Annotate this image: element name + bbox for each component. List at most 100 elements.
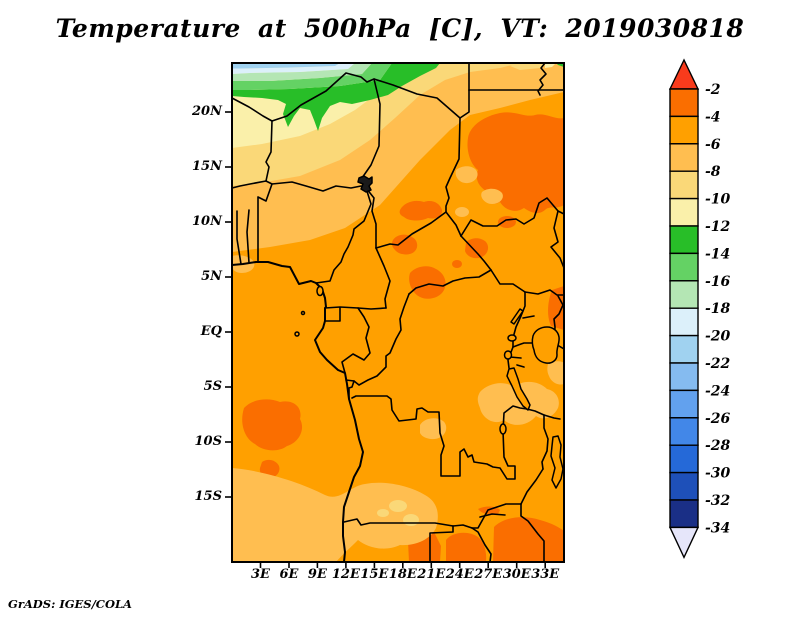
contour-warm-center-patch-a	[391, 234, 418, 255]
border-zambia-zimbabwe	[471, 503, 522, 529]
x-tick-label: 30E	[502, 567, 531, 582]
colorbar-label: -2	[705, 82, 721, 98]
colorbar-label: -18	[705, 301, 731, 317]
border-ssudan-uganda-kenya	[524, 289, 565, 296]
lake-malawi	[550, 435, 564, 489]
x-tick-label: 33E	[531, 567, 560, 582]
colorbar-label: -24	[705, 383, 730, 399]
plot-title: Temperature at 500hPa [C], VT: 201903081…	[55, 14, 745, 43]
border-ghana-togo	[236, 210, 242, 265]
border-ssudan-ethiopia	[550, 210, 565, 269]
border-mali-niger	[265, 120, 273, 182]
y-tick-label: 10S	[194, 434, 222, 449]
y-tick-label: EQ	[200, 324, 222, 339]
contour-green-band-minus14to16	[232, 63, 392, 90]
border-congo-cameroon-gabon	[324, 306, 387, 322]
border-car-drc	[408, 269, 492, 295]
colorbar-segment	[669, 499, 699, 529]
border-chad-sudan	[445, 117, 462, 237]
colorbar-segment	[669, 280, 699, 309]
border-drc-angola-zambia	[351, 395, 528, 480]
x-tick-label: 24E	[445, 567, 474, 582]
border-zambia-malawi	[541, 414, 549, 470]
x-tick-label: 21E	[417, 567, 446, 582]
y-tick-label: 5S	[203, 379, 222, 394]
lake-victoria	[531, 326, 560, 364]
colorbar-label: -20	[705, 329, 731, 345]
map-frame	[231, 62, 565, 563]
contour-warm-south-blob-c	[493, 517, 564, 562]
colorbar-label: -22	[705, 356, 731, 372]
border-drc-ssudan	[490, 269, 526, 293]
y-tick-label: 5N	[201, 269, 222, 284]
country-borders	[231, 62, 565, 563]
border-benin-nigeria	[257, 183, 273, 263]
lake-kariba	[479, 513, 506, 518]
border-angola-namibia	[343, 518, 454, 527]
colorbar-label: -6	[705, 137, 721, 153]
x-tick-label: 9E	[307, 567, 327, 582]
contour-warm-south-blob-b	[446, 532, 487, 562]
border-niger-chad	[361, 78, 381, 179]
contour-fills	[232, 63, 564, 562]
contour-warm-center-patch-b	[409, 266, 446, 299]
border-niger-nigeria	[265, 180, 367, 192]
border-tanzania-zambia	[526, 408, 545, 416]
x-tick-label: 15E	[360, 567, 389, 582]
border-malawi-tanzania	[543, 414, 561, 420]
border-libya-sudan	[459, 89, 470, 119]
colorbar-segment	[669, 88, 699, 118]
contour-warm-center-patch-c	[465, 238, 489, 259]
contour-blue-band-minus20to22	[232, 63, 340, 69]
colorbar-segment	[669, 225, 699, 255]
colorbar-label: -14	[705, 246, 730, 262]
nile-river	[537, 62, 547, 96]
colorbar-label: -8	[705, 164, 721, 180]
y-tick-label: 15N	[192, 159, 222, 174]
border-cameroon-chad	[365, 187, 377, 249]
island-saotome	[294, 331, 300, 337]
border-algeria-mali	[231, 97, 273, 122]
lake-chad	[357, 175, 373, 193]
colorbar-label: -10	[705, 192, 731, 208]
border-cameroon-car	[375, 247, 391, 309]
colorbar-label: -32	[705, 493, 731, 509]
contour-ne-corner-paleyellow	[545, 63, 556, 68]
border-sudan-ssudan	[460, 197, 565, 237]
africa-coastline	[231, 261, 364, 563]
colorbar-segment	[669, 362, 699, 392]
border-togo-benin	[246, 209, 250, 264]
contour-green-band-minus16to18	[232, 63, 372, 81]
contour-light-zambia-patch	[420, 418, 447, 440]
contour-light-ssudan-dot	[455, 207, 469, 217]
island-bioko	[316, 285, 324, 297]
contour-light-ssudan-patch-b	[481, 188, 503, 204]
colorbar-segment	[669, 170, 699, 200]
border-botswana-namibia	[429, 525, 454, 563]
colorbar-arrow-bottom	[668, 526, 700, 560]
border-niger-algeria-libya-chad	[271, 72, 461, 122]
colorbar-label: -30	[705, 466, 731, 482]
contour-light-east-cluster	[477, 381, 559, 425]
colorbar-label: -26	[705, 411, 731, 427]
colorbar-label: -4	[705, 109, 721, 125]
contour-ne-corner-sliver	[510, 63, 545, 70]
colorbar-arrow-top	[668, 58, 700, 90]
contour-warm-right-edge	[548, 286, 564, 330]
colorbar-segment	[669, 417, 699, 446]
lake-kyoga	[522, 315, 535, 319]
contour-green-band-minus12to14	[232, 63, 440, 131]
lake-mweru	[499, 423, 507, 435]
attribution: GrADS: IGES/COLA	[8, 597, 132, 611]
border-zimbabwe-mozambique	[520, 503, 545, 563]
border-rwanda-burundi	[509, 356, 522, 359]
contour-paleblue-band-minus18to20	[232, 63, 355, 74]
colorbar-segment	[669, 471, 699, 501]
contour-warm-center-dot	[452, 260, 462, 268]
contour-light-ssudan-patch-a	[455, 166, 478, 184]
axis-ticks	[225, 111, 547, 568]
x-tick-label: 3E	[251, 567, 270, 582]
y-tick-label: 20N	[192, 104, 222, 119]
